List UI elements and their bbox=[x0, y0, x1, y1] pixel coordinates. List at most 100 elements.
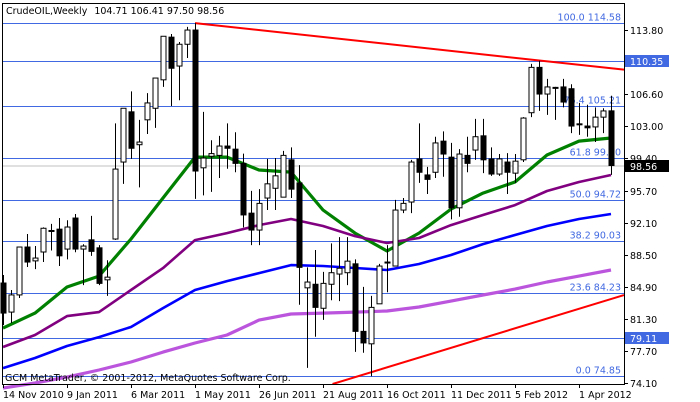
time-axis[interactable]: 14 Nov 2010 9 Jan 2011 6 Mar 2011 1 May 201… bbox=[3, 384, 632, 401]
trendlines[interactable] bbox=[194, 22, 625, 385]
time-tick-label: 26 Jun 2011 bbox=[259, 390, 316, 401]
time-tick-label: 11 Dec 2011 bbox=[451, 390, 512, 401]
candle bbox=[488, 147, 495, 176]
candle bbox=[168, 34, 175, 107]
candle bbox=[152, 77, 159, 128]
candle-body-bullish bbox=[176, 43, 183, 67]
price-tick-label: 74.10 bbox=[630, 379, 657, 390]
price-tick-label: 106.60 bbox=[630, 90, 663, 101]
price-marker-box bbox=[625, 55, 669, 67]
candle bbox=[344, 237, 351, 286]
price-axis[interactable]: 113.80 106.60 103.00 99.40 95.70 92.10 88.50 84… bbox=[624, 26, 669, 390]
candle-body-bearish bbox=[224, 145, 231, 149]
candle bbox=[240, 153, 247, 228]
candle-body-bullish bbox=[136, 141, 143, 146]
time-tick-label: 6 Mar 2011 bbox=[131, 390, 185, 401]
candle bbox=[8, 290, 15, 324]
candle bbox=[408, 159, 415, 214]
candle-body-bullish bbox=[320, 282, 327, 309]
candle-body-bearish bbox=[488, 158, 495, 175]
candle bbox=[24, 234, 31, 268]
price-tick-label: 77.70 bbox=[630, 347, 657, 358]
candle bbox=[192, 23, 199, 199]
candle-body-bullish bbox=[272, 175, 279, 189]
candle bbox=[288, 147, 295, 199]
candle-body-bearish bbox=[72, 217, 79, 250]
candle bbox=[40, 227, 47, 263]
candle-body-bearish bbox=[560, 86, 567, 103]
candle bbox=[360, 286, 367, 353]
candle-body-bullish bbox=[264, 183, 271, 199]
candle-body-bullish bbox=[48, 229, 55, 232]
fibonacci-level-label: 38.2 90.03 bbox=[570, 231, 621, 242]
candle bbox=[136, 119, 143, 188]
time-tick-label: 14 Nov 2010 bbox=[3, 390, 64, 401]
candle-body-bullish bbox=[304, 281, 311, 289]
candle bbox=[160, 35, 167, 87]
candle bbox=[552, 86, 559, 120]
candle bbox=[480, 118, 487, 174]
candle-body-bullish bbox=[160, 35, 167, 81]
candle-body-bearish bbox=[192, 29, 199, 172]
candle bbox=[72, 214, 79, 253]
candle bbox=[120, 107, 127, 184]
candle-body-bullish bbox=[408, 161, 415, 203]
candle bbox=[112, 123, 119, 240]
candle-body-bearish bbox=[296, 182, 303, 268]
candle bbox=[48, 223, 55, 251]
candle-body-bearish bbox=[56, 228, 63, 257]
candle bbox=[216, 135, 223, 179]
candle bbox=[336, 237, 343, 302]
time-tick-label: 5 Feb 2012 bbox=[515, 390, 568, 401]
candle bbox=[248, 190, 255, 246]
candle bbox=[64, 220, 71, 260]
candle-body-bearish bbox=[96, 247, 103, 284]
price-marker-box bbox=[625, 332, 669, 344]
candle-body-bearish bbox=[288, 159, 295, 190]
price-tick-label: 95.70 bbox=[630, 187, 657, 198]
candle-body-bullish bbox=[456, 153, 463, 209]
candle bbox=[128, 91, 135, 159]
resistance-trendline[interactable] bbox=[194, 22, 625, 71]
candle bbox=[400, 198, 407, 214]
watermark: GCM MetaTrader, © 2001-2012, MetaQuotes … bbox=[5, 373, 291, 384]
candle-body-bullish bbox=[120, 107, 127, 163]
candle-body-bullish bbox=[144, 102, 151, 121]
candle-body-bullish bbox=[472, 136, 479, 151]
candle-body-bullish bbox=[576, 123, 583, 126]
time-tick-label: 9 Jan 2011 bbox=[67, 390, 118, 401]
candle-body-bullish bbox=[280, 154, 287, 198]
candle-body-bullish bbox=[184, 29, 191, 45]
price-marker-label: 79.11 bbox=[630, 334, 657, 345]
ma-fast-line bbox=[2, 136, 612, 330]
candle-body-bullish bbox=[376, 265, 383, 305]
candle-body-bullish bbox=[600, 110, 607, 118]
price-tick-label: 88.50 bbox=[630, 251, 657, 262]
time-tick-label: 21 Aug 2011 bbox=[323, 390, 384, 401]
candle-body-bullish bbox=[552, 86, 559, 89]
candle-body-bullish bbox=[344, 260, 351, 274]
candle bbox=[392, 199, 399, 267]
candle-body-bearish bbox=[360, 330, 367, 344]
candle bbox=[104, 260, 111, 296]
candle bbox=[232, 132, 239, 173]
candle-body-bullish bbox=[392, 209, 399, 267]
candle bbox=[536, 60, 543, 111]
candle-body-bearish bbox=[464, 154, 471, 164]
candle-body-bearish bbox=[416, 158, 423, 173]
candle-body-bullish bbox=[16, 246, 23, 296]
candle bbox=[432, 136, 439, 179]
support-trendline[interactable] bbox=[332, 294, 625, 385]
candle-body-bullish bbox=[520, 117, 527, 161]
candle bbox=[256, 189, 263, 246]
ma-medium-line bbox=[2, 173, 612, 349]
candle bbox=[592, 107, 599, 143]
candle-body-bullish bbox=[328, 272, 335, 285]
candle-body-bearish bbox=[312, 283, 319, 308]
candle bbox=[464, 136, 471, 173]
candle-body-bullish bbox=[200, 157, 207, 169]
candle-body-bearish bbox=[608, 110, 615, 167]
candle-body-bullish bbox=[528, 66, 535, 114]
candle-body-bullish bbox=[400, 202, 407, 211]
